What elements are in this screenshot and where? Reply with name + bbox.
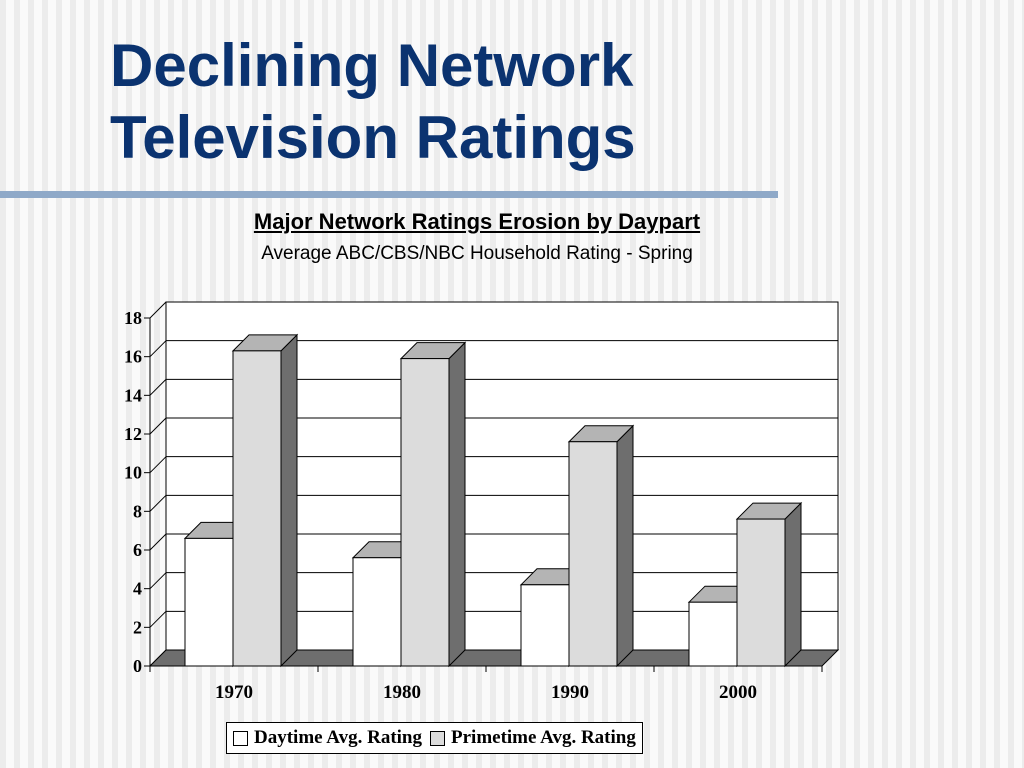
gridline-side	[149, 456, 167, 474]
bar-side-primetime	[784, 501, 802, 668]
chart-title: Major Network Ratings Erosion by Daypart	[253, 209, 701, 234]
x-tick-label: 1980	[383, 682, 421, 703]
gridline-side	[149, 494, 167, 512]
x-tick-label: 1990	[551, 682, 589, 703]
y-tick-label: 2	[133, 617, 142, 637]
title-divider	[0, 191, 778, 198]
y-tick-label: 16	[124, 347, 142, 367]
bar-primetime	[568, 441, 618, 667]
y-tick-label: 8	[133, 501, 142, 521]
bar-side-primetime	[616, 424, 634, 668]
y-tick-label: 12	[124, 424, 142, 444]
gridline-side	[149, 533, 167, 551]
bar-daytime	[352, 557, 402, 667]
chart-subtitle: Average ABC/CBS/NBC Household Rating - S…	[261, 243, 693, 264]
bar-primetime	[400, 358, 450, 667]
bar-primetime	[232, 350, 282, 667]
x-tick-label: 1970	[215, 682, 253, 703]
slide-title-line1: Declining Network	[110, 32, 634, 99]
bar-primetime	[736, 518, 786, 667]
slide-title-line2: Television Ratings	[110, 104, 636, 171]
chart-legend: Daytime Avg. Rating Primetime Avg. Ratin…	[226, 722, 643, 754]
x-tick-label: 2000	[719, 682, 757, 703]
y-tick-label: 14	[124, 385, 142, 405]
y-tick-label: 4	[133, 579, 142, 599]
bar-side-primetime	[280, 333, 298, 668]
gridline-side	[149, 572, 167, 590]
y-tick-label: 0	[133, 656, 142, 676]
gridline-side	[149, 378, 167, 396]
y-tick-label: 18	[124, 308, 142, 328]
legend-swatch-primetime	[430, 730, 445, 746]
gridline-side	[149, 417, 167, 435]
legend-item-primetime: Primetime Avg. Rating	[430, 727, 636, 749]
legend-item-daytime: Daytime Avg. Rating	[233, 727, 422, 749]
bar-daytime	[184, 537, 234, 667]
gridline-side	[149, 340, 167, 358]
gridline-side	[149, 610, 167, 628]
gridline-side	[149, 301, 167, 319]
legend-label-daytime: Daytime Avg. Rating	[254, 727, 422, 748]
slide-title: Declining Network Television Ratings	[110, 30, 636, 174]
y-tick-label: 6	[133, 540, 142, 560]
legend-label-primetime: Primetime Avg. Rating	[451, 727, 636, 748]
bar-side-primetime	[448, 341, 466, 668]
y-tick-label: 10	[124, 463, 142, 483]
legend-swatch-daytime	[233, 730, 248, 746]
bar-daytime	[688, 601, 738, 667]
bar-daytime	[520, 584, 570, 667]
